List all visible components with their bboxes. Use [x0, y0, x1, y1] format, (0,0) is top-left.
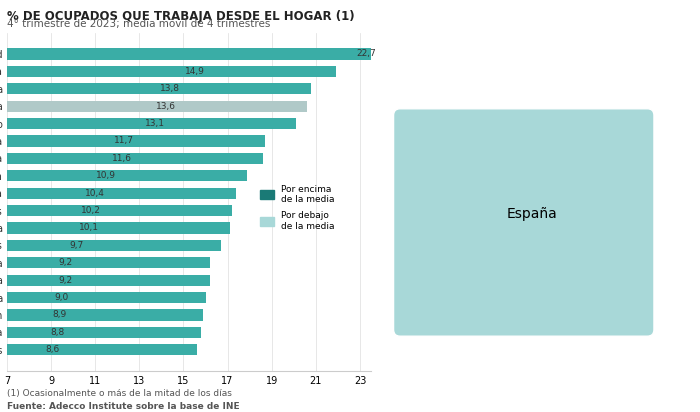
Bar [7, 240, 221, 251]
Text: 22,7: 22,7 [357, 49, 377, 59]
Text: 4° trimestre de 2023; media móvil de 4 trimestres: 4° trimestre de 2023; media móvil de 4 t… [7, 19, 270, 28]
Text: 10,9: 10,9 [97, 171, 116, 180]
Text: 13,1: 13,1 [145, 119, 165, 128]
Bar [7, 118, 296, 129]
Bar [7, 135, 265, 147]
Bar [7, 327, 201, 338]
Bar [7, 170, 248, 181]
Bar [7, 187, 237, 199]
Bar [7, 48, 508, 60]
Text: España: España [507, 207, 557, 221]
Text: 9,2: 9,2 [59, 276, 73, 285]
Text: % DE OCUPADOS QUE TRABAJA DESDE EL HOGAR (1): % DE OCUPADOS QUE TRABAJA DESDE EL HOGAR… [7, 10, 355, 23]
Text: 9,0: 9,0 [55, 293, 69, 302]
Text: 11,7: 11,7 [114, 136, 134, 145]
Text: 10,4: 10,4 [85, 189, 105, 198]
Bar [7, 309, 203, 321]
Text: 13,8: 13,8 [160, 84, 181, 93]
Bar [7, 101, 307, 112]
Text: 10,2: 10,2 [81, 206, 101, 215]
Bar [7, 274, 210, 286]
Legend: Por encima
de la media, Por debajo
de la media: Por encima de la media, Por debajo de la… [256, 181, 338, 234]
Text: 8,8: 8,8 [50, 328, 64, 337]
Bar [7, 66, 336, 77]
Bar [7, 153, 263, 164]
FancyBboxPatch shape [393, 109, 654, 336]
Text: 14,9: 14,9 [185, 67, 204, 76]
Text: 9,7: 9,7 [70, 241, 84, 250]
Text: 10,1: 10,1 [78, 223, 99, 232]
Bar [7, 222, 230, 234]
Bar [7, 257, 210, 269]
Bar [7, 292, 206, 303]
Bar [7, 344, 197, 356]
Text: Fuente: Adecco Institute sobre la base de INE: Fuente: Adecco Institute sobre la base d… [7, 402, 239, 411]
Text: 9,2: 9,2 [59, 258, 73, 267]
Text: (1) Ocasionalmente o más de la mitad de los días: (1) Ocasionalmente o más de la mitad de … [7, 389, 232, 398]
Bar [7, 83, 312, 94]
Text: 11,6: 11,6 [112, 154, 132, 163]
Text: 8,6: 8,6 [46, 345, 60, 354]
Text: 13,6: 13,6 [156, 102, 176, 111]
Text: 8,9: 8,9 [52, 311, 66, 319]
Bar [7, 205, 232, 216]
